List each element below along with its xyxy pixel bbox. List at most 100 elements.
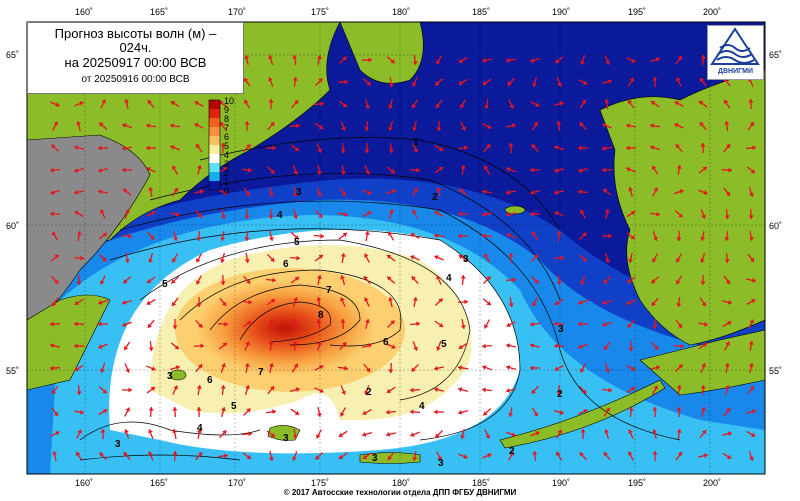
arrow bbox=[699, 429, 707, 439]
arrow bbox=[194, 101, 204, 107]
arrow bbox=[602, 321, 612, 327]
arrow bbox=[74, 298, 84, 306]
arrow bbox=[556, 230, 562, 242]
arrow bbox=[172, 318, 178, 330]
contour-label: 6 bbox=[383, 337, 389, 348]
arrow bbox=[434, 430, 444, 438]
arrow bbox=[626, 57, 636, 63]
arrow bbox=[674, 189, 684, 195]
arrow bbox=[316, 164, 322, 176]
map-frame bbox=[26, 21, 766, 475]
arrow bbox=[74, 101, 84, 107]
arrow bbox=[676, 296, 682, 308]
arrow bbox=[651, 165, 659, 175]
contour-label: 6 bbox=[207, 375, 213, 386]
arrow bbox=[700, 406, 706, 418]
arrow bbox=[748, 340, 754, 352]
arrow bbox=[412, 341, 418, 351]
arrow bbox=[220, 209, 226, 219]
arrow bbox=[148, 253, 154, 263]
arrow bbox=[458, 188, 468, 196]
arrow bbox=[457, 233, 469, 239]
arrow bbox=[291, 99, 299, 109]
contour-label: 3 bbox=[296, 187, 302, 198]
arrow bbox=[51, 385, 59, 395]
arrow bbox=[724, 341, 730, 351]
arrow bbox=[244, 54, 250, 66]
arrow bbox=[675, 451, 683, 461]
arrow bbox=[458, 254, 468, 262]
arrow bbox=[122, 123, 132, 129]
arrow bbox=[340, 385, 346, 395]
karaginsky-island bbox=[169, 369, 187, 381]
arrow bbox=[267, 385, 275, 395]
arrow bbox=[386, 386, 396, 394]
arrow bbox=[531, 253, 539, 263]
arrow bbox=[722, 452, 732, 460]
arrow bbox=[652, 385, 658, 395]
arrow bbox=[675, 143, 683, 153]
longitude-label: 165˚ bbox=[150, 7, 168, 17]
arrow bbox=[268, 55, 274, 65]
arrow bbox=[483, 165, 491, 175]
arrow bbox=[652, 428, 658, 440]
arrow bbox=[409, 167, 421, 173]
arrow bbox=[577, 321, 589, 327]
arrow bbox=[746, 430, 756, 438]
arrow bbox=[73, 255, 85, 261]
arrow bbox=[601, 167, 613, 173]
arrow bbox=[697, 321, 709, 327]
arrow bbox=[122, 188, 132, 196]
arrow bbox=[508, 406, 514, 418]
arrow bbox=[195, 143, 203, 153]
arrow bbox=[578, 167, 588, 173]
arrow bbox=[388, 209, 394, 219]
title-line-3: на 20250917 00:00 ВСВ bbox=[64, 55, 207, 70]
arrow bbox=[722, 320, 732, 328]
arrow bbox=[340, 164, 346, 176]
arrow bbox=[196, 275, 202, 285]
arrow bbox=[700, 363, 706, 373]
arrow bbox=[553, 255, 565, 261]
arrow bbox=[626, 299, 636, 305]
arrow bbox=[651, 342, 659, 350]
logo-text: ДВНИГМИ bbox=[718, 68, 753, 75]
arrow bbox=[100, 209, 106, 219]
arrow bbox=[532, 297, 538, 307]
arrow bbox=[220, 274, 226, 286]
arrow bbox=[313, 233, 325, 239]
arrow bbox=[243, 187, 251, 197]
arrow bbox=[554, 167, 564, 173]
arrow bbox=[146, 232, 156, 240]
arrow bbox=[626, 232, 636, 240]
arrow bbox=[146, 298, 156, 306]
scale-label: 10 bbox=[224, 96, 234, 106]
arrow bbox=[481, 189, 493, 195]
arrow bbox=[170, 365, 180, 371]
contour-label: 5 bbox=[162, 279, 168, 290]
arrow bbox=[676, 428, 682, 440]
arrow bbox=[482, 408, 492, 416]
arrow bbox=[434, 210, 444, 218]
arrow bbox=[241, 431, 253, 437]
arrow bbox=[699, 297, 707, 307]
arrow bbox=[267, 121, 275, 131]
longitude-label: 200˚ bbox=[703, 7, 721, 17]
arrow bbox=[217, 453, 229, 459]
arrow bbox=[243, 275, 251, 285]
arrow bbox=[628, 451, 634, 461]
arrow bbox=[76, 274, 82, 286]
contour-label: 3 bbox=[558, 324, 564, 335]
arrow bbox=[97, 145, 109, 151]
arrow bbox=[195, 319, 203, 329]
arrow bbox=[508, 252, 514, 264]
arrow bbox=[506, 167, 516, 173]
arrow bbox=[628, 406, 634, 418]
arrow bbox=[676, 406, 682, 418]
arrow bbox=[387, 231, 395, 241]
arrow bbox=[290, 408, 300, 416]
arrow bbox=[364, 165, 370, 175]
arrow bbox=[457, 145, 469, 151]
arrow bbox=[532, 77, 537, 87]
arrow bbox=[530, 431, 540, 437]
